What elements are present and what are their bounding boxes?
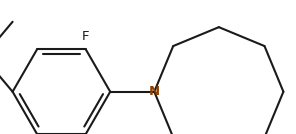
Text: N: N bbox=[149, 85, 160, 98]
Text: F: F bbox=[82, 29, 90, 42]
